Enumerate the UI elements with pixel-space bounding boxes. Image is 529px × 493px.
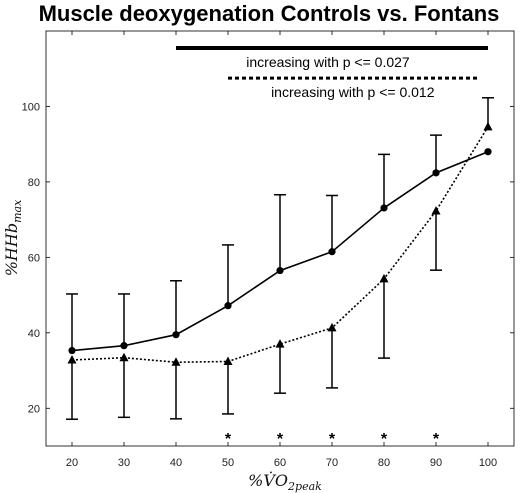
data-point-circle [224, 302, 232, 310]
data-point-triangle [431, 205, 441, 215]
x-axis-label-sub: 2peak [287, 480, 322, 493]
x-tick-label: 30 [118, 457, 130, 469]
x-tick-label: 100 [479, 457, 497, 469]
y-axis-label-sub: max [11, 199, 24, 223]
data-point-triangle [275, 339, 285, 348]
data-point-triangle [119, 352, 129, 362]
x-tick-label: 60 [274, 457, 286, 469]
significance-star: * [277, 431, 284, 448]
x-tick-label: 20 [66, 457, 78, 469]
data-point-triangle [379, 273, 389, 283]
x-tick-label: 70 [326, 457, 338, 469]
chart-title: Muscle deoxygenation Controls vs. Fontan… [39, 1, 500, 26]
y-tick-label: 100 [22, 101, 40, 113]
significance-star: * [381, 431, 388, 448]
data-point-circle [68, 346, 76, 355]
y-axis-label: %HHbmax [2, 199, 24, 276]
data-point-circle [380, 204, 388, 212]
x-axis-label: %V̇O2peak [248, 471, 322, 493]
y-tick-label: 80 [28, 177, 40, 189]
y-axis-label-main: %HHb [2, 223, 21, 276]
x-tick-label: 80 [378, 457, 390, 469]
x-tick-label: 40 [170, 457, 182, 469]
data-point-triangle [171, 357, 181, 366]
y-tick-label: 40 [28, 328, 40, 340]
y-tick-label: 20 [28, 403, 40, 415]
annotation-label: increasing with p <= 0.012 [271, 84, 435, 100]
y-tick-label: 60 [28, 252, 40, 264]
significance-star: * [225, 431, 232, 448]
significance-star: * [329, 431, 336, 448]
data-point-circle [432, 169, 440, 177]
x-tick-label: 90 [430, 457, 442, 469]
data-point-circle [484, 148, 492, 156]
annotation-label: increasing with p <= 0.027 [246, 54, 410, 70]
x-tick-label: 50 [222, 457, 234, 469]
data-point-triangle [327, 322, 337, 332]
x-axis-label-main: %V̇O [248, 471, 288, 490]
data-point-triangle [223, 356, 233, 365]
data-point-circle [172, 331, 180, 339]
significance-star: * [433, 431, 440, 448]
data-point-circle [120, 342, 128, 350]
data-point-triangle [67, 354, 77, 364]
data-point-triangle [483, 121, 493, 131]
data-point-circle [328, 248, 336, 256]
series-line-triangle [71, 126, 489, 364]
data-point-circle [276, 266, 284, 275]
